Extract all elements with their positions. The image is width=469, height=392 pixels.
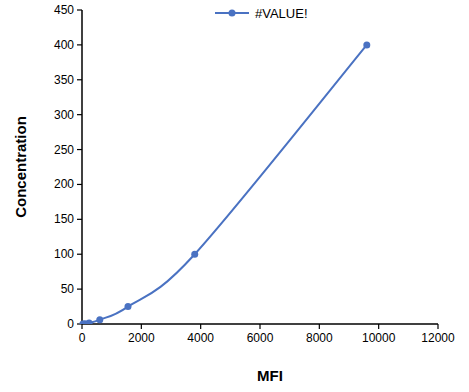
x-tick-label: 8000 bbox=[306, 331, 333, 345]
y-tick bbox=[77, 219, 82, 220]
legend-label: #VALUE! bbox=[255, 6, 308, 21]
y-tick-label: 400 bbox=[54, 38, 74, 52]
y-axis-label: Concentration bbox=[12, 116, 29, 218]
y-tick bbox=[77, 184, 82, 185]
y-tick bbox=[77, 44, 82, 45]
y-tick-label: 300 bbox=[54, 108, 74, 122]
y-tick bbox=[77, 79, 82, 80]
x-tick bbox=[259, 324, 260, 329]
x-tick-label: 0 bbox=[79, 331, 86, 345]
x-tick-label: 4000 bbox=[187, 331, 214, 345]
point bbox=[96, 316, 103, 323]
series-line bbox=[83, 45, 367, 324]
x-tick bbox=[378, 324, 379, 329]
y-tick bbox=[77, 289, 82, 290]
x-tick bbox=[200, 324, 201, 329]
x-tick-label: 2000 bbox=[128, 331, 155, 345]
point bbox=[124, 303, 131, 310]
y-tick-label: 450 bbox=[54, 3, 74, 17]
y-axis bbox=[81, 10, 83, 324]
x-tick-label: 12000 bbox=[421, 331, 455, 345]
y-tick bbox=[77, 9, 82, 10]
x-tick bbox=[437, 324, 438, 329]
x-axis-label: MFI bbox=[257, 367, 283, 384]
point bbox=[191, 251, 198, 258]
legend-marker bbox=[229, 10, 236, 17]
y-tick-label: 150 bbox=[54, 212, 74, 226]
x-tick-label: 10000 bbox=[362, 331, 396, 345]
x-tick-label: 6000 bbox=[247, 331, 274, 345]
y-tick-label: 50 bbox=[61, 282, 75, 296]
y-tick bbox=[77, 149, 82, 150]
point bbox=[86, 319, 93, 324]
x-tick bbox=[319, 324, 320, 329]
point bbox=[363, 41, 370, 48]
y-tick-label: 350 bbox=[54, 73, 74, 87]
y-tick-label: 100 bbox=[54, 247, 74, 261]
y-tick bbox=[77, 254, 82, 255]
y-tick-label: 0 bbox=[67, 317, 74, 331]
y-tick bbox=[77, 114, 82, 115]
chart: 0 50 100 150 200 250 300 350 400 450 0 2000 4000 6000… bbox=[0, 0, 469, 392]
plot-area bbox=[79, 41, 370, 324]
y-tick-label: 200 bbox=[54, 177, 74, 191]
y-tick-label: 250 bbox=[54, 143, 74, 157]
x-tick bbox=[141, 324, 142, 329]
x-tick bbox=[81, 324, 82, 329]
